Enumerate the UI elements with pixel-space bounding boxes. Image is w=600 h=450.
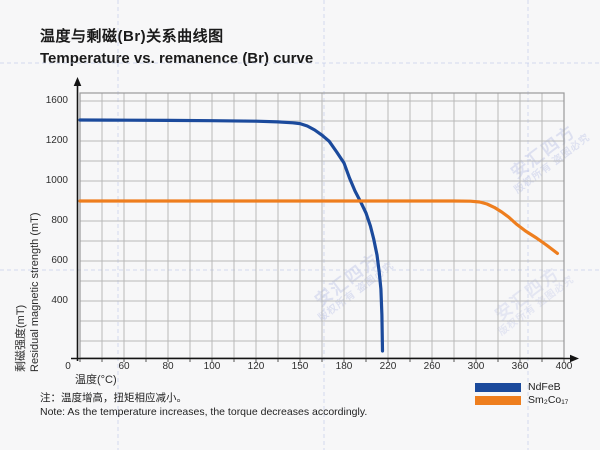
x-axis-arrow-icon: [570, 354, 579, 363]
y-tick-label: 400: [51, 295, 68, 306]
legend-swatch-ndfeb: [475, 382, 521, 392]
legend-swatch-sm2co17: [475, 395, 521, 405]
note-zh: 注：温度增高，扭矩相应减小。: [40, 392, 187, 404]
chart-title-zh: 温度与剩磁(Br)关系曲线图: [40, 28, 224, 45]
legend-label-sm2co17: Sm₂Co₁₇: [528, 394, 569, 406]
legend-item-sm2co17: Sm₂Co₁₇: [475, 394, 568, 406]
x-tick-label: 300: [467, 361, 485, 372]
note-en: Note: As the temperature increases, the …: [40, 405, 368, 418]
y-tick-label: 1600: [45, 95, 68, 106]
x-tick-label: 0: [65, 361, 71, 372]
y-tick-label: 1200: [45, 135, 68, 146]
x-tick-label: 360: [511, 361, 529, 372]
x-tick-label: 220: [379, 361, 397, 372]
y-axis-arrow-icon: [73, 77, 82, 86]
x-tick-label: 120: [247, 361, 265, 372]
legend: NdFeB Sm₂Co₁₇: [475, 381, 568, 407]
legend-label-ndfeb: NdFeB: [528, 381, 561, 393]
y-tick-label: 600: [51, 255, 68, 266]
x-tick-label: 60: [118, 361, 130, 372]
x-tick-label: 100: [203, 361, 221, 372]
note: 注：温度增高，扭矩相应减小。 Note: As the temperature …: [40, 392, 367, 419]
x-tick-label: 180: [335, 361, 353, 372]
x-tick-label: 260: [423, 361, 441, 372]
y-tick-label: 1000: [45, 175, 68, 186]
ndfeb-curve: [78, 118, 385, 353]
x-tick-label: 80: [162, 361, 174, 372]
x-axis-title: 温度(°C): [75, 374, 117, 386]
x-tick-label: 400: [555, 361, 573, 372]
x-tick-label: 150: [291, 361, 309, 372]
sm2co17-curve: [78, 199, 559, 255]
legend-item-ndfeb: NdFeB: [475, 381, 568, 393]
y-tick-label: 800: [51, 215, 68, 226]
